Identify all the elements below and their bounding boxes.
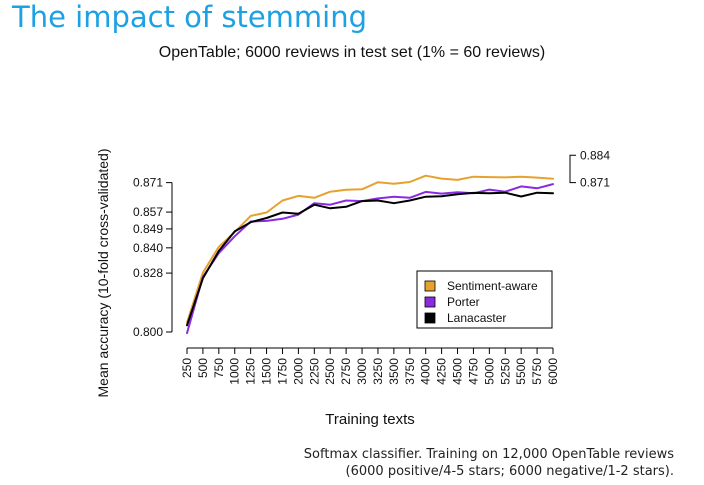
x-tick-label: 4750 bbox=[466, 358, 480, 385]
x-tick-label: 2750 bbox=[339, 358, 353, 385]
chart-title: OpenTable; 6000 reviews in test set (1% … bbox=[158, 44, 546, 61]
x-tick-label: 3250 bbox=[371, 358, 385, 385]
legend-label: Lanacaster bbox=[447, 311, 506, 325]
annotation-label: 0.871 bbox=[580, 176, 610, 190]
x-tick-label: 500 bbox=[196, 358, 210, 378]
y-tick-label: 0.840 bbox=[133, 241, 163, 255]
caption: Softmax classifier. Training on 12,000 O… bbox=[304, 446, 674, 480]
chart-legend: Sentiment-aware Porter Lanacaster bbox=[416, 270, 553, 329]
caption-line-1: Softmax classifier. Training on 12,000 O… bbox=[303, 447, 674, 462]
x-tick-label: 4000 bbox=[419, 358, 433, 385]
legend-swatch bbox=[424, 280, 436, 292]
annotation-label: 0.884 bbox=[580, 148, 610, 162]
x-tick-label: 1500 bbox=[260, 358, 274, 385]
x-tick-label: 1250 bbox=[244, 358, 258, 385]
y-tick-label: 0.849 bbox=[133, 222, 163, 236]
legend-swatch bbox=[424, 312, 436, 324]
legend-label: Sentiment-aware bbox=[447, 279, 538, 293]
x-tick-label: 5500 bbox=[514, 358, 528, 385]
x-tick-label: 4500 bbox=[451, 358, 465, 385]
x-tick-label: 5250 bbox=[498, 358, 512, 385]
legend-box bbox=[416, 270, 553, 329]
x-tick-label: 3000 bbox=[355, 358, 369, 385]
x-tick-label: 5000 bbox=[482, 358, 496, 385]
x-tick-label: 2250 bbox=[307, 358, 321, 385]
y-tick-label: 0.828 bbox=[133, 266, 163, 280]
x-tick-label: 250 bbox=[180, 358, 194, 378]
x-tick-label: 2500 bbox=[323, 358, 337, 385]
x-tick-label: 3500 bbox=[387, 358, 401, 385]
y-axis-label: Mean accuracy (10-fold cross-validated) bbox=[95, 149, 111, 398]
y-tick-label: 0.800 bbox=[133, 325, 163, 339]
annotation-bracket bbox=[569, 154, 576, 184]
x-tick-label: 5750 bbox=[530, 358, 544, 385]
x-tick-label: 1000 bbox=[228, 358, 242, 385]
series-line-0 bbox=[186, 174, 554, 324]
x-tick-label: 2000 bbox=[291, 358, 305, 385]
series-line-2 bbox=[186, 191, 554, 327]
slide-title: The impact of stemming bbox=[12, 0, 368, 34]
caption-line-2: (6000 positive/4-5 stars; 6000 negative/… bbox=[345, 464, 674, 479]
legend-swatch bbox=[424, 296, 436, 308]
x-tick-label: 1750 bbox=[275, 358, 289, 385]
chart-lines bbox=[186, 174, 554, 335]
chart-right-annotations: 0.884 0.871 bbox=[569, 148, 610, 190]
x-tick-label: 3750 bbox=[403, 358, 417, 385]
y-tick-label: 0.857 bbox=[133, 205, 163, 219]
x-axis-label: Training texts bbox=[325, 411, 414, 428]
legend-label: Porter bbox=[447, 295, 480, 309]
x-tick-label: 6000 bbox=[546, 358, 560, 385]
x-tick-label: 4250 bbox=[435, 358, 449, 385]
x-tick-label: 750 bbox=[212, 358, 226, 378]
y-tick-label: 0.871 bbox=[133, 176, 163, 190]
